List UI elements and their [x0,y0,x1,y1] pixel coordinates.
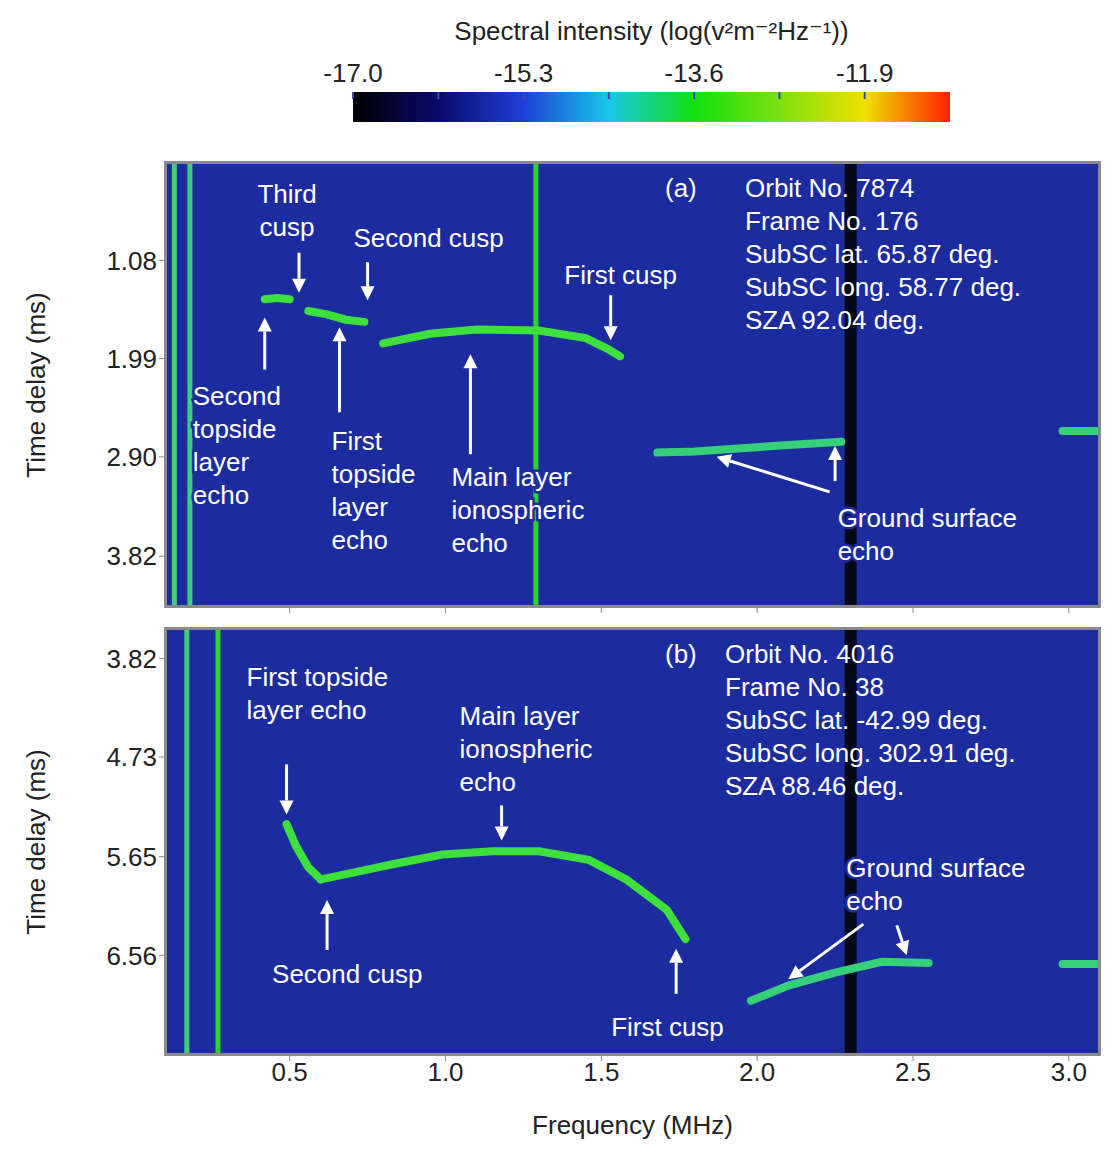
svg-text:5.65: 5.65 [106,842,157,872]
svg-text:Ground surface: Ground surface [838,503,1017,533]
svg-text:cusp: cusp [260,212,315,242]
svg-text:1.5: 1.5 [583,1057,619,1087]
svg-text:-11.9: -11.9 [836,58,893,88]
html-text:SubSC long. 58.77 deg.: SubSC long. 58.77 deg. [745,272,1022,302]
svg-text:Ground surface: Ground surface [846,853,1025,883]
html-text:(b): (b) [665,639,697,669]
svg-text:Second: Second [193,381,281,411]
svg-text:3.82: 3.82 [106,644,157,674]
svg-text:0.5: 0.5 [272,1057,308,1087]
html-text:SZA 92.04 deg.: SZA 92.04 deg. [745,305,925,335]
svg-text:First topside: First topside [247,662,389,692]
html-text:SubSC long. 302.91 deg.: SubSC long. 302.91 deg. [725,738,1016,768]
svg-text:6.56: 6.56 [106,941,157,971]
svg-text:Main layer: Main layer [460,701,580,731]
html-text:SubSC lat. 65.87 deg.: SubSC lat. 65.87 deg. [745,239,1000,269]
svg-text:echo: echo [451,528,507,558]
html-text:SubSC lat. -42.99 deg.: SubSC lat. -42.99 deg. [725,705,989,735]
svg-text:First: First [332,426,383,456]
html-text:Frame No. 176: Frame No. 176 [745,206,919,236]
svg-text:ionospheric: ionospheric [460,734,593,764]
svg-text:echo: echo [838,536,894,566]
svg-text:-17.0: -17.0 [323,58,382,88]
svg-text:Third: Third [257,179,316,209]
svg-text:2.5: 2.5 [895,1057,931,1087]
svg-text:-15.3: -15.3 [494,58,553,88]
html-text:Frequency (MHz): Frequency (MHz) [532,1110,733,1140]
html-text:Frame No. 38: Frame No. 38 [725,672,884,702]
svg-text:Second cusp: Second cusp [272,959,422,989]
html-text:Time delay (ms): Time delay (ms) [20,291,51,478]
svg-text:First cusp: First cusp [564,260,677,290]
svg-text:Second cusp: Second cusp [353,223,503,253]
svg-text:Spectral intensity (log(v²m⁻²H: Spectral intensity (log(v²m⁻²Hz⁻¹)) [454,16,848,46]
svg-text:1.99: 1.99 [106,344,157,374]
html-text:Orbit No. 4016: Orbit No. 4016 [725,639,895,669]
svg-text:3.0: 3.0 [1051,1057,1087,1087]
svg-text:3.82: 3.82 [106,541,157,571]
svg-text:layer: layer [332,492,389,522]
html-text:Orbit No. 7874: Orbit No. 7874 [745,173,915,203]
html-text:(a): (a) [665,173,697,203]
svg-text:echo: echo [332,525,388,555]
html-text:SZA 88.46 deg.: SZA 88.46 deg. [725,771,905,801]
svg-text:ionospheric: ionospheric [451,495,584,525]
svg-text:-13.6: -13.6 [665,58,724,88]
svg-text:echo: echo [193,480,249,510]
svg-text:echo: echo [846,886,902,916]
svg-text:topside: topside [332,459,416,489]
svg-text:layer: layer [193,447,250,477]
svg-text:2.0: 2.0 [739,1057,775,1087]
svg-text:2.90: 2.90 [106,442,157,472]
svg-text:topside: topside [193,414,277,444]
svg-text:First cusp: First cusp [611,1012,724,1042]
svg-text:echo: echo [460,767,516,797]
svg-text:Main layer: Main layer [451,462,571,492]
svg-text:layer echo: layer echo [247,695,367,725]
html-text:Time delay (ms): Time delay (ms) [20,748,51,935]
svg-text:1.0: 1.0 [427,1057,463,1087]
svg-text:1.08: 1.08 [106,246,157,276]
svg-text:4.73: 4.73 [106,742,157,772]
